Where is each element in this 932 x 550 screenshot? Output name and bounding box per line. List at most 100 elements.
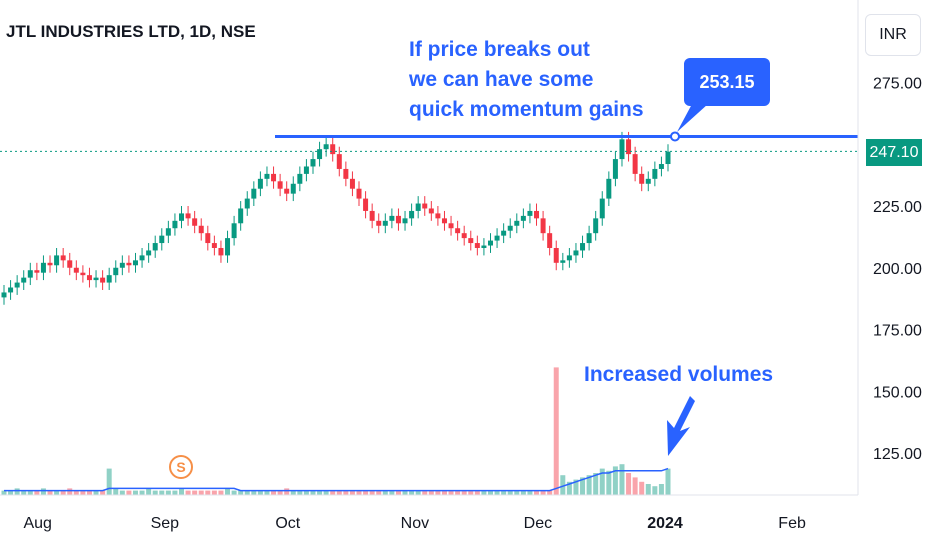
volume-bar xyxy=(665,468,671,495)
candle xyxy=(218,240,224,263)
candle-body xyxy=(356,188,362,199)
candle xyxy=(593,210,599,241)
candle xyxy=(441,210,447,231)
candle-body xyxy=(593,218,599,234)
volume-bar xyxy=(658,484,664,495)
candle-body xyxy=(547,233,553,248)
candle-body xyxy=(139,255,145,261)
candles xyxy=(1,131,671,305)
time-tick-label: Aug xyxy=(23,515,51,532)
candle xyxy=(520,208,526,229)
candle xyxy=(257,171,263,197)
time-tick-label: Nov xyxy=(401,515,429,532)
candle xyxy=(54,247,60,273)
signal-marker-icon[interactable]: S xyxy=(169,455,193,479)
volume-bar xyxy=(297,490,303,495)
candle-body xyxy=(336,154,342,169)
candle-body xyxy=(67,260,73,268)
volume-bar xyxy=(152,490,158,495)
candle-body xyxy=(264,173,270,179)
volume-bar xyxy=(165,490,171,495)
candle-body xyxy=(310,159,316,167)
candle xyxy=(435,206,441,226)
price-tick-label: 225.00 xyxy=(873,199,922,216)
candle-body xyxy=(86,275,92,281)
volume-bar xyxy=(34,490,40,495)
candle xyxy=(231,215,237,246)
candle-body xyxy=(435,213,441,219)
currency-button[interactable]: INR xyxy=(865,14,921,56)
candle-body xyxy=(349,178,355,189)
candle-body xyxy=(382,220,388,226)
volume-bar xyxy=(566,481,572,495)
candle xyxy=(376,213,382,234)
volume-bar xyxy=(481,490,487,495)
volume-moving-average-line xyxy=(4,467,669,492)
volume-bar xyxy=(277,490,283,495)
volume-bar xyxy=(468,490,474,495)
candle-body xyxy=(481,245,487,248)
volume-bar xyxy=(593,473,599,495)
candle xyxy=(448,215,454,236)
level-label-bubble[interactable]: 253.15 xyxy=(684,58,770,106)
volume-bar xyxy=(560,475,566,495)
volume-bar xyxy=(547,490,553,495)
price-tick-label: 175.00 xyxy=(873,323,922,340)
volume-bar xyxy=(330,490,336,495)
candle-body xyxy=(606,178,612,199)
time-tick-label: Oct xyxy=(275,515,300,532)
resistance-anchor-dot[interactable] xyxy=(670,131,680,142)
candle-body xyxy=(225,238,231,256)
volume-bar xyxy=(251,490,257,495)
volume-bar xyxy=(639,481,645,495)
candle-body xyxy=(363,198,369,211)
candle-body xyxy=(34,270,40,273)
candle xyxy=(205,225,211,251)
candle-body xyxy=(238,208,244,224)
candle-body xyxy=(422,203,428,209)
volume-bar xyxy=(349,490,355,495)
volume-bar xyxy=(146,488,152,495)
candle-body xyxy=(21,277,27,283)
candle xyxy=(73,260,79,281)
candle xyxy=(8,280,14,300)
candle-body xyxy=(251,188,257,199)
candle xyxy=(271,166,277,189)
candle xyxy=(606,171,612,206)
candle xyxy=(612,151,618,187)
volume-bar xyxy=(435,490,441,495)
candle xyxy=(586,225,592,251)
volume-bar xyxy=(612,466,618,495)
price-axis[interactable]: 275.00250.00225.00200.00175.00150.00125.… xyxy=(857,0,922,495)
candle-body xyxy=(415,203,421,211)
candle xyxy=(40,255,46,281)
candle-body xyxy=(257,178,263,189)
volume-bar xyxy=(520,490,526,495)
candle xyxy=(415,196,421,219)
candle-body xyxy=(626,139,632,155)
candle-body xyxy=(54,255,60,266)
candle-body xyxy=(658,164,664,169)
volume-bar xyxy=(573,479,579,495)
candle-body xyxy=(303,166,309,174)
candle-body xyxy=(100,277,106,283)
candle-body xyxy=(40,262,46,273)
candle-body xyxy=(211,243,217,248)
volume-bar xyxy=(382,490,388,495)
candle-body xyxy=(244,198,250,209)
candle-body xyxy=(126,262,132,266)
candle xyxy=(317,141,323,167)
candle-body xyxy=(461,233,467,239)
candle-body xyxy=(113,267,119,276)
candle xyxy=(369,203,375,229)
volume-bar xyxy=(113,488,119,495)
breakout-note-line: quick momentum gains xyxy=(409,98,644,121)
candle-body xyxy=(652,168,658,179)
volume-bar xyxy=(106,468,112,495)
volume-bar xyxy=(474,490,480,495)
volume-bar xyxy=(317,490,323,495)
time-axis[interactable]: Aug Sep Oct Nov Dec 2024 Feb xyxy=(0,494,858,532)
volume-bar xyxy=(47,490,53,495)
candle xyxy=(494,228,500,248)
